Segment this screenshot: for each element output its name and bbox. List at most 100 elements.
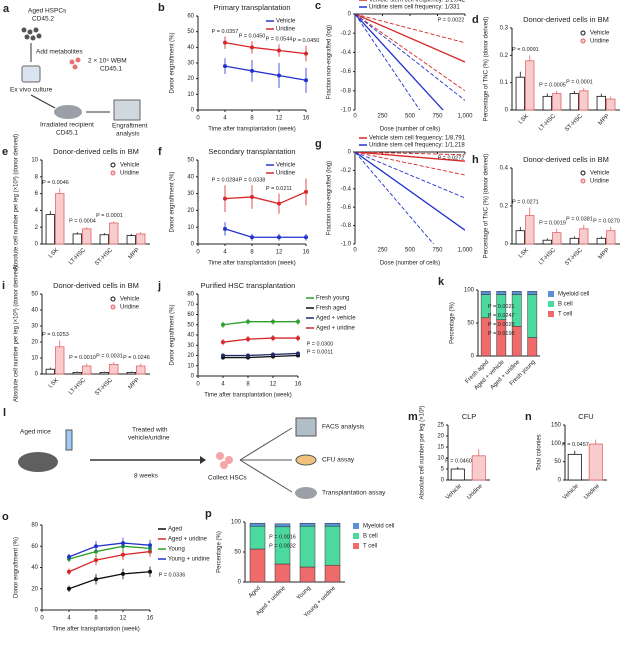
y-axis-label: Donor engraftment (%) bbox=[170, 171, 176, 232]
x-tick-label: Uridine bbox=[583, 483, 601, 501]
x-tick-label: 12 bbox=[276, 250, 283, 256]
point bbox=[296, 336, 300, 341]
arrow bbox=[239, 459, 293, 493]
annotation: P = 0.0381 bbox=[566, 216, 593, 222]
y-axis-label: Absolute cell number per leg (×10³) bbox=[420, 406, 426, 500]
point bbox=[271, 352, 275, 357]
annotation: P = 0.0019 bbox=[539, 220, 566, 226]
y-axis-label: Fraction non-engrafted (log) bbox=[327, 25, 333, 99]
bar bbox=[596, 237, 606, 245]
y-tick-label: 0 bbox=[558, 478, 562, 484]
y-axis-label: Percentage of TNC (%) (donor derived) bbox=[484, 17, 490, 122]
legend-label: Uridine bbox=[276, 27, 296, 33]
y-tick-label: 50 bbox=[187, 322, 194, 328]
y-tick-label: 0 bbox=[35, 608, 39, 614]
hsc-icon bbox=[216, 452, 233, 469]
y-axis-label: Absolute cell number per leg (×10³) (don… bbox=[14, 266, 20, 402]
bar-segment bbox=[249, 548, 266, 583]
y-tick-label: 0 bbox=[505, 108, 509, 114]
x-tick-label: 1,000 bbox=[457, 248, 473, 254]
legend-swatch bbox=[580, 178, 586, 184]
label: 8 weeks bbox=[134, 473, 159, 480]
line bbox=[224, 228, 306, 238]
bar bbox=[450, 468, 465, 481]
annotation: P = 0.0032 bbox=[269, 543, 296, 549]
x-tick-label: 750 bbox=[432, 248, 443, 254]
annotation: P = 0.0001 bbox=[96, 213, 123, 219]
panel-letter: c bbox=[315, 0, 321, 12]
bar-segment bbox=[299, 525, 316, 568]
mouse-icon bbox=[18, 452, 58, 472]
chart-title: Purified HSC transplantation bbox=[201, 281, 296, 290]
legend-label: T cell bbox=[558, 312, 572, 318]
x-tick-label: 16 bbox=[303, 250, 310, 256]
panel-letter: j bbox=[157, 280, 161, 292]
bar-segment bbox=[527, 294, 538, 338]
bar bbox=[525, 60, 535, 111]
bar-segment bbox=[249, 525, 266, 550]
label: Aged HSPCs bbox=[28, 8, 67, 15]
annotation: P = 0.0272 bbox=[438, 155, 465, 161]
bar-segment bbox=[299, 522, 316, 527]
x-tick-label: 8 bbox=[250, 116, 254, 122]
x-tick-label: 4 bbox=[221, 382, 225, 388]
bar bbox=[45, 368, 55, 375]
chart-title: Donor-derived cells in BM bbox=[523, 15, 609, 24]
annotation: P = 0.0460 bbox=[445, 458, 472, 464]
annotation: P = 0.0091 bbox=[512, 47, 539, 53]
bar bbox=[126, 235, 136, 245]
annotation: P = 0.0357 bbox=[212, 29, 239, 35]
legend-label: Uridine bbox=[590, 39, 610, 45]
y-axis-label: Total colonies bbox=[537, 434, 543, 470]
y-axis-label: Donor engraftment (%) bbox=[170, 304, 176, 365]
y-tick-label: 30 bbox=[187, 343, 194, 349]
y-tick-label: 4 bbox=[35, 208, 39, 214]
y-tick-label: 100 bbox=[464, 288, 475, 294]
legend-swatch bbox=[548, 301, 554, 307]
line bbox=[224, 65, 307, 81]
y-axis-label: Absolute cell number per leg (×10³) (don… bbox=[14, 134, 20, 270]
y-tick-label: -0.4 bbox=[341, 50, 352, 56]
x-tick-label: 250 bbox=[377, 114, 388, 120]
y-tick-label: 60 bbox=[187, 312, 194, 318]
annotation: P = 0.0253 bbox=[42, 332, 69, 338]
bar-segment bbox=[511, 291, 522, 295]
annotation: P = 0.0544 bbox=[266, 37, 293, 43]
label: CD45.2 bbox=[32, 16, 54, 23]
line bbox=[224, 191, 307, 205]
label: Ex vivo culture bbox=[10, 87, 53, 94]
analyzer-icon bbox=[113, 99, 141, 121]
y-axis-label: Percentage of TNC (%) (donor derived) bbox=[484, 154, 490, 259]
point bbox=[304, 235, 308, 240]
y-tick-label: 0 bbox=[191, 108, 195, 114]
y-tick-label: 0 bbox=[505, 242, 509, 248]
bar bbox=[606, 230, 616, 245]
legend-label: B cell bbox=[558, 302, 573, 308]
legend-label: Fresh aged bbox=[316, 306, 346, 312]
bar bbox=[515, 76, 525, 111]
y-tick-label: 0 bbox=[35, 242, 39, 248]
point bbox=[94, 558, 98, 563]
x-tick-label: LT-HSC bbox=[538, 247, 557, 266]
bar bbox=[136, 365, 146, 375]
arrow-head bbox=[200, 456, 206, 464]
x-tick-label: MPP bbox=[128, 377, 141, 390]
bar bbox=[109, 222, 119, 245]
bar bbox=[588, 443, 603, 481]
y-tick-label: 20 bbox=[31, 586, 38, 592]
chart-title: Donor-derived cells in BM bbox=[53, 147, 139, 156]
y-tick-label: 50 bbox=[234, 550, 241, 556]
legend-swatch bbox=[580, 30, 586, 36]
x-tick-label: 8 bbox=[246, 382, 250, 388]
point bbox=[67, 554, 71, 559]
bar-segment bbox=[299, 566, 316, 583]
annotation: P = 0.0010 bbox=[69, 355, 96, 361]
frequency-line bbox=[355, 14, 444, 110]
frequency-line bbox=[355, 152, 465, 199]
bar bbox=[542, 239, 552, 245]
line bbox=[223, 352, 299, 357]
point bbox=[277, 48, 281, 53]
x-tick-label: MPP bbox=[598, 247, 611, 260]
chart-title: CFU bbox=[578, 412, 593, 421]
y-tick-label: -1.0 bbox=[341, 242, 352, 248]
